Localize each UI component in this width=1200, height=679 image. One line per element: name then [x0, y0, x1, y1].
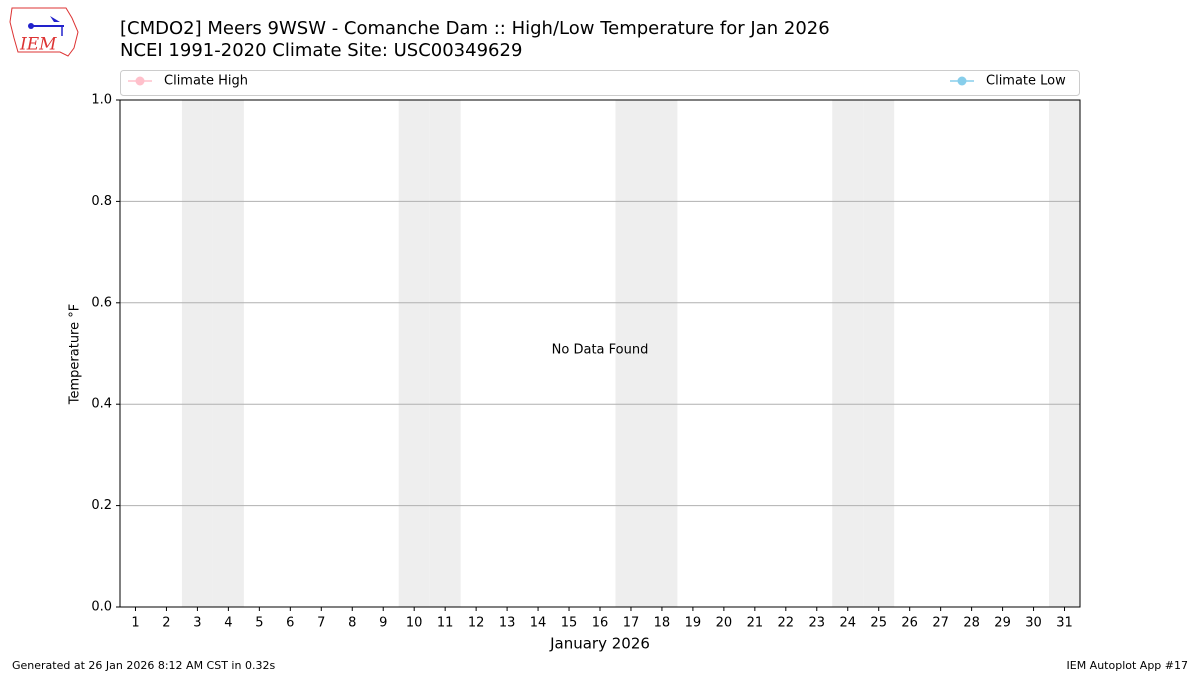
y-tick-label: 0.4	[91, 397, 112, 412]
x-tick-label: 3	[193, 616, 201, 631]
shaded-day	[615, 100, 647, 607]
y-tick-label: 1.0	[91, 93, 112, 108]
y-axis-label: Temperature °F	[68, 304, 83, 405]
shaded-day	[181, 100, 213, 607]
x-tick-label: 18	[654, 616, 671, 631]
x-tick-label: 8	[348, 616, 356, 631]
x-tick-label: 2	[162, 616, 170, 631]
shaded-day	[646, 100, 678, 607]
legend-marker	[135, 76, 145, 86]
x-tick-label: 15	[561, 616, 578, 631]
legend-marker	[957, 76, 967, 86]
logo: IEM	[9, 7, 79, 57]
legend-label: Climate High	[164, 74, 248, 89]
x-tick-label: 22	[778, 616, 795, 631]
shaded-day	[429, 100, 461, 607]
x-tick-label: 1	[131, 616, 139, 631]
x-tick-label: 31	[1056, 616, 1073, 631]
x-tick-label: 24	[839, 616, 856, 631]
y-tick-label: 0.8	[91, 194, 112, 209]
x-tick-label: 30	[1025, 616, 1042, 631]
shaded-day	[832, 100, 864, 607]
x-tick-label: 17	[623, 616, 640, 631]
y-tick-label: 0.2	[91, 498, 112, 513]
logo-text: IEM	[19, 35, 57, 55]
x-tick-label: 4	[224, 616, 232, 631]
shaded-day	[212, 100, 244, 607]
x-tick-label: 14	[530, 616, 547, 631]
x-tick-label: 10	[406, 616, 423, 631]
x-tick-label: 28	[963, 616, 980, 631]
x-tick-label: 11	[437, 616, 454, 631]
x-tick-label: 27	[932, 616, 949, 631]
y-tick-label: 0.0	[91, 600, 112, 615]
x-tick-label: 12	[468, 616, 485, 631]
x-tick-label: 13	[499, 616, 516, 631]
x-axis-label: January 2026	[549, 635, 650, 653]
plot-frame	[119, 99, 1081, 608]
x-tick-label: 9	[379, 616, 387, 631]
chart-title: [CMDO2] Meers 9WSW - Comanche Dam :: Hig…	[120, 18, 830, 39]
chart-subtitle: NCEI 1991-2020 Climate Site: USC00349629	[120, 40, 522, 61]
x-tick-label: 7	[317, 616, 325, 631]
shaded-day	[863, 100, 895, 607]
legend-label: Climate Low	[986, 74, 1066, 89]
legend	[120, 70, 1080, 96]
footer-left: Generated at 26 Jan 2026 8:12 AM CST in …	[12, 659, 275, 672]
footer-right: IEM Autoplot App #17	[1067, 659, 1189, 672]
x-tick-label: 16	[592, 616, 609, 631]
x-tick-label: 25	[870, 616, 887, 631]
x-tick-label: 23	[809, 616, 826, 631]
x-tick-label: 26	[901, 616, 918, 631]
shaded-day	[1049, 100, 1080, 607]
x-tick-label: 21	[747, 616, 764, 631]
shaded-day	[398, 100, 430, 607]
x-tick-label: 29	[994, 616, 1011, 631]
y-tick-label: 0.6	[91, 295, 112, 310]
annotation: No Data Found	[552, 343, 649, 358]
x-tick-label: 6	[286, 616, 294, 631]
x-tick-label: 20	[716, 616, 733, 631]
x-tick-label: 19	[685, 616, 702, 631]
x-tick-label: 5	[255, 616, 263, 631]
